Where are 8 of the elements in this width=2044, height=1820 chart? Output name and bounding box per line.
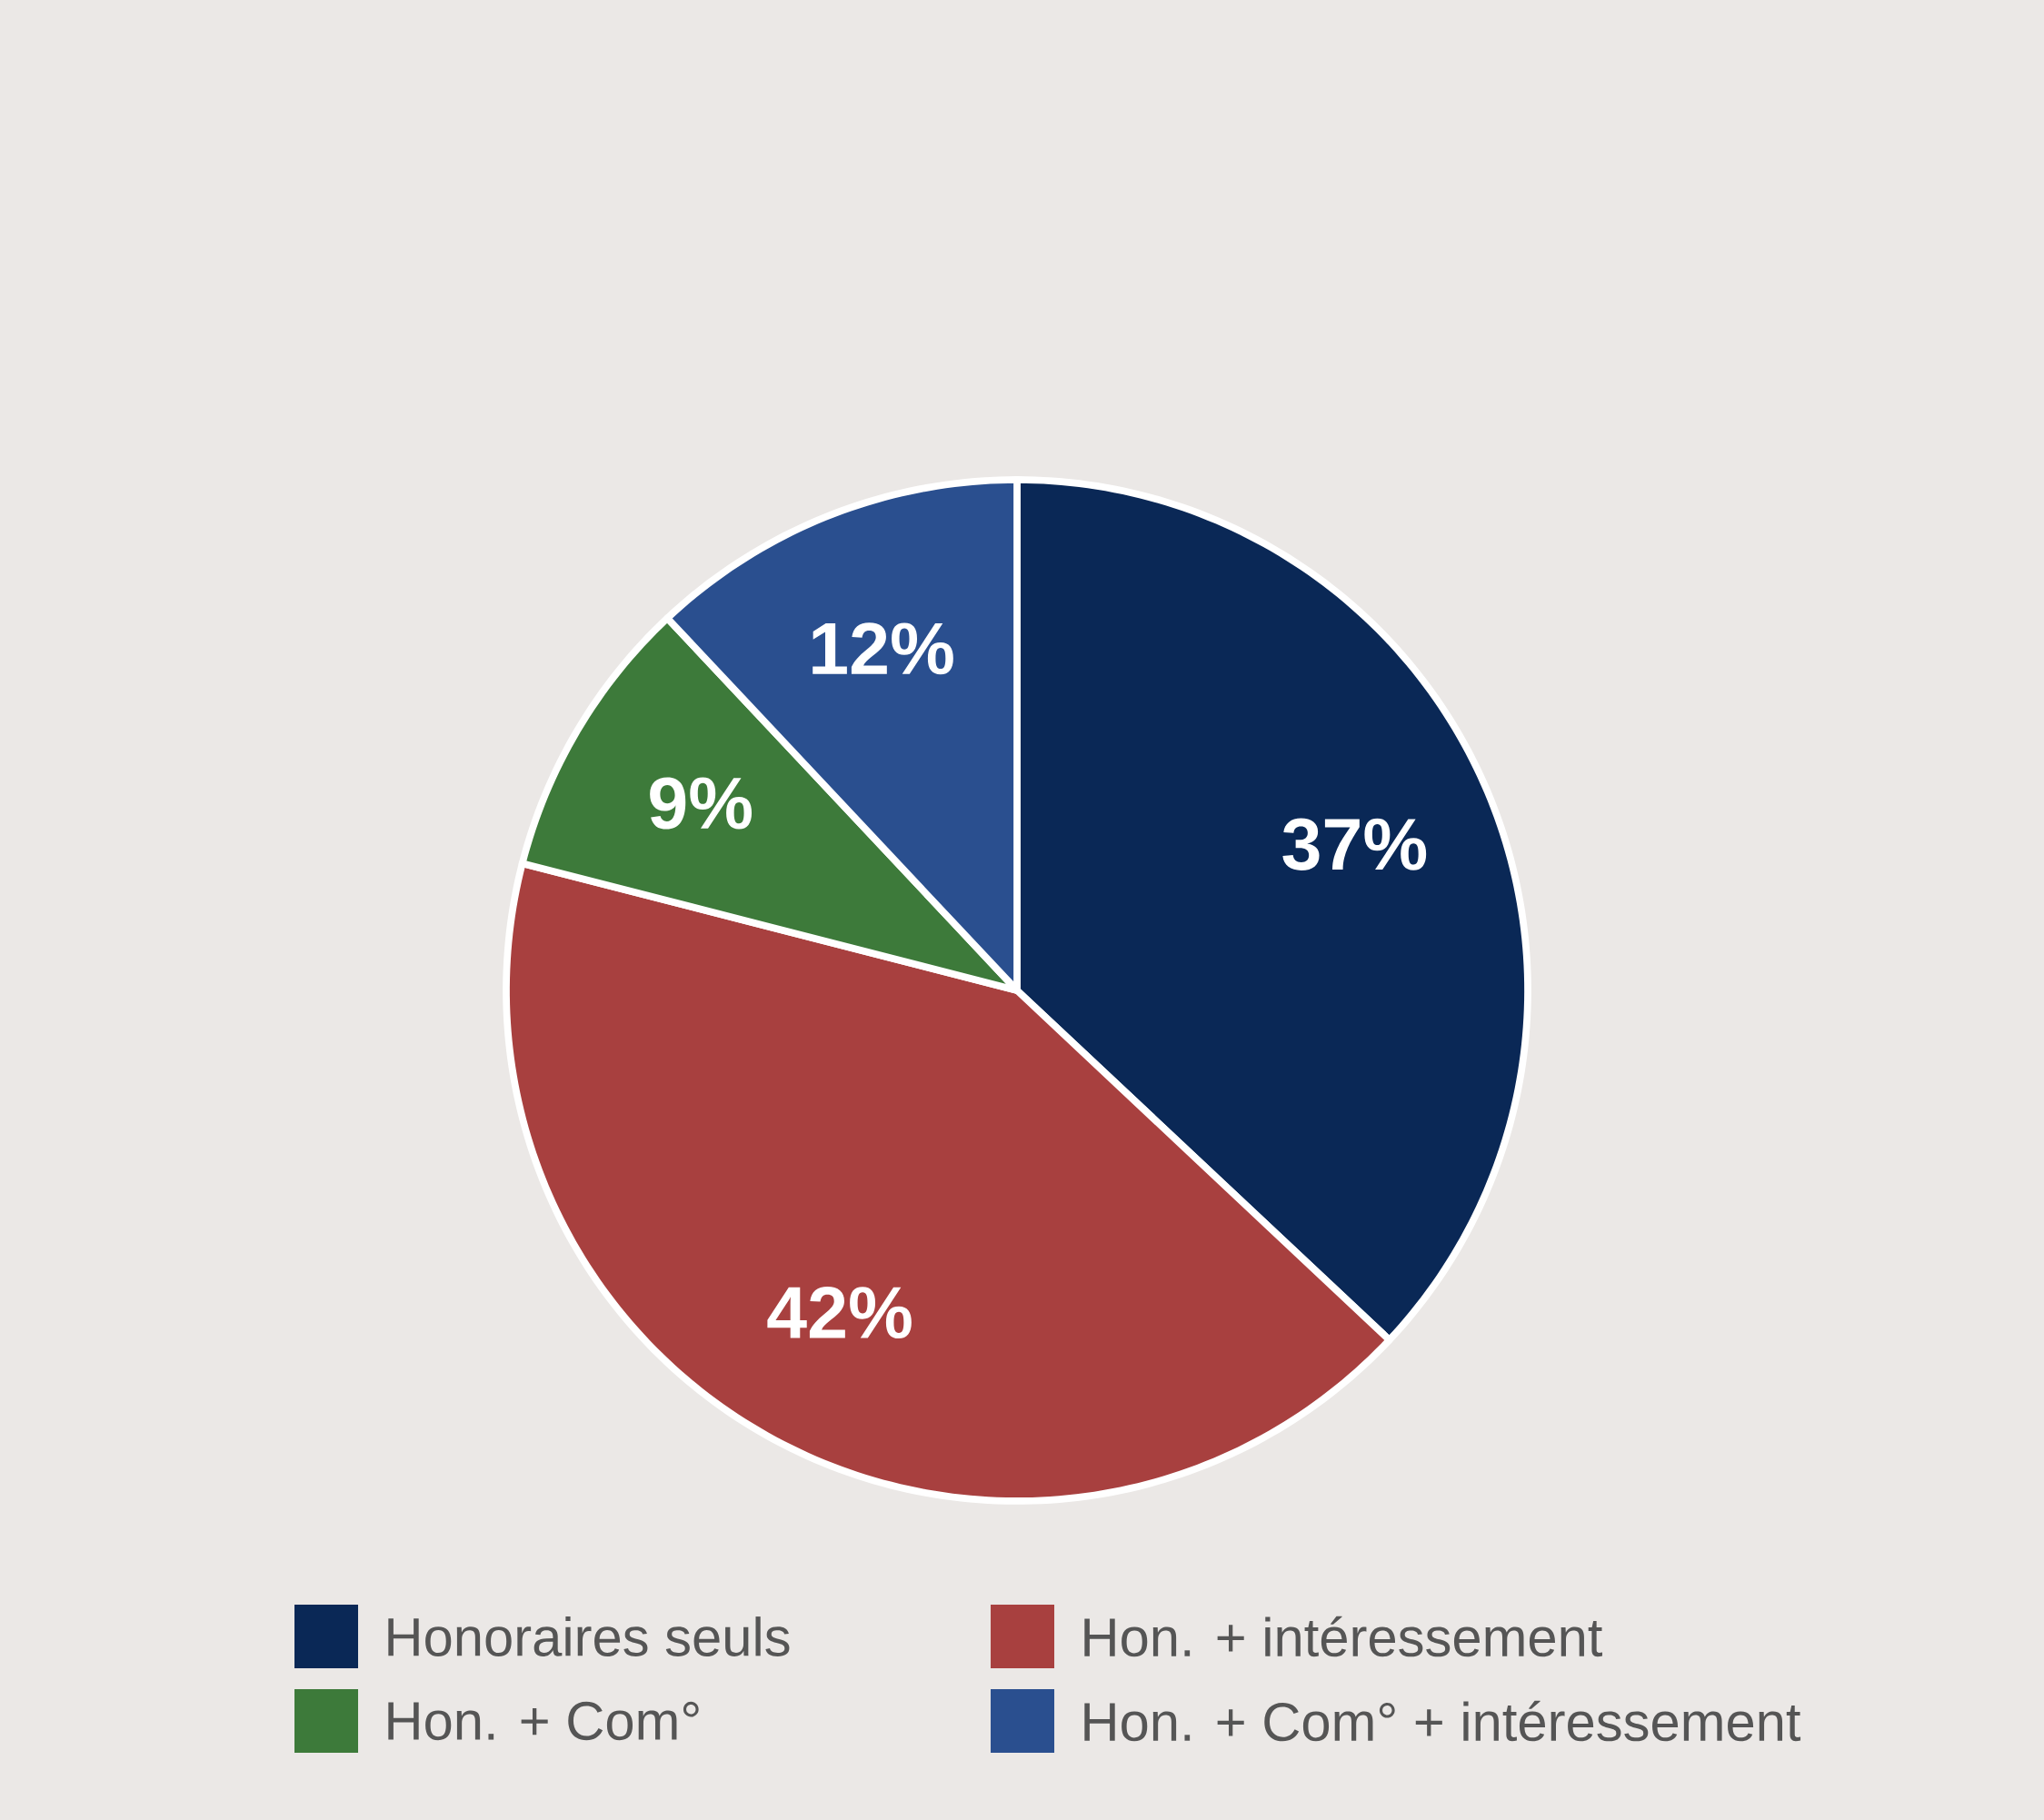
legend-label: Hon. + Com° + intéressement — [1084, 1700, 1801, 1742]
legend-label: Hon. + intéressement — [1084, 1616, 1602, 1657]
data-label: 12% — [813, 622, 953, 675]
legend-label: Hon. + Com° — [388, 1701, 699, 1741]
data-label: 42% — [767, 1287, 912, 1339]
legend-label: Honoraires seuls — [388, 1616, 790, 1656]
data-label: 37% — [1282, 818, 1427, 870]
data-label: 9% — [650, 777, 753, 830]
